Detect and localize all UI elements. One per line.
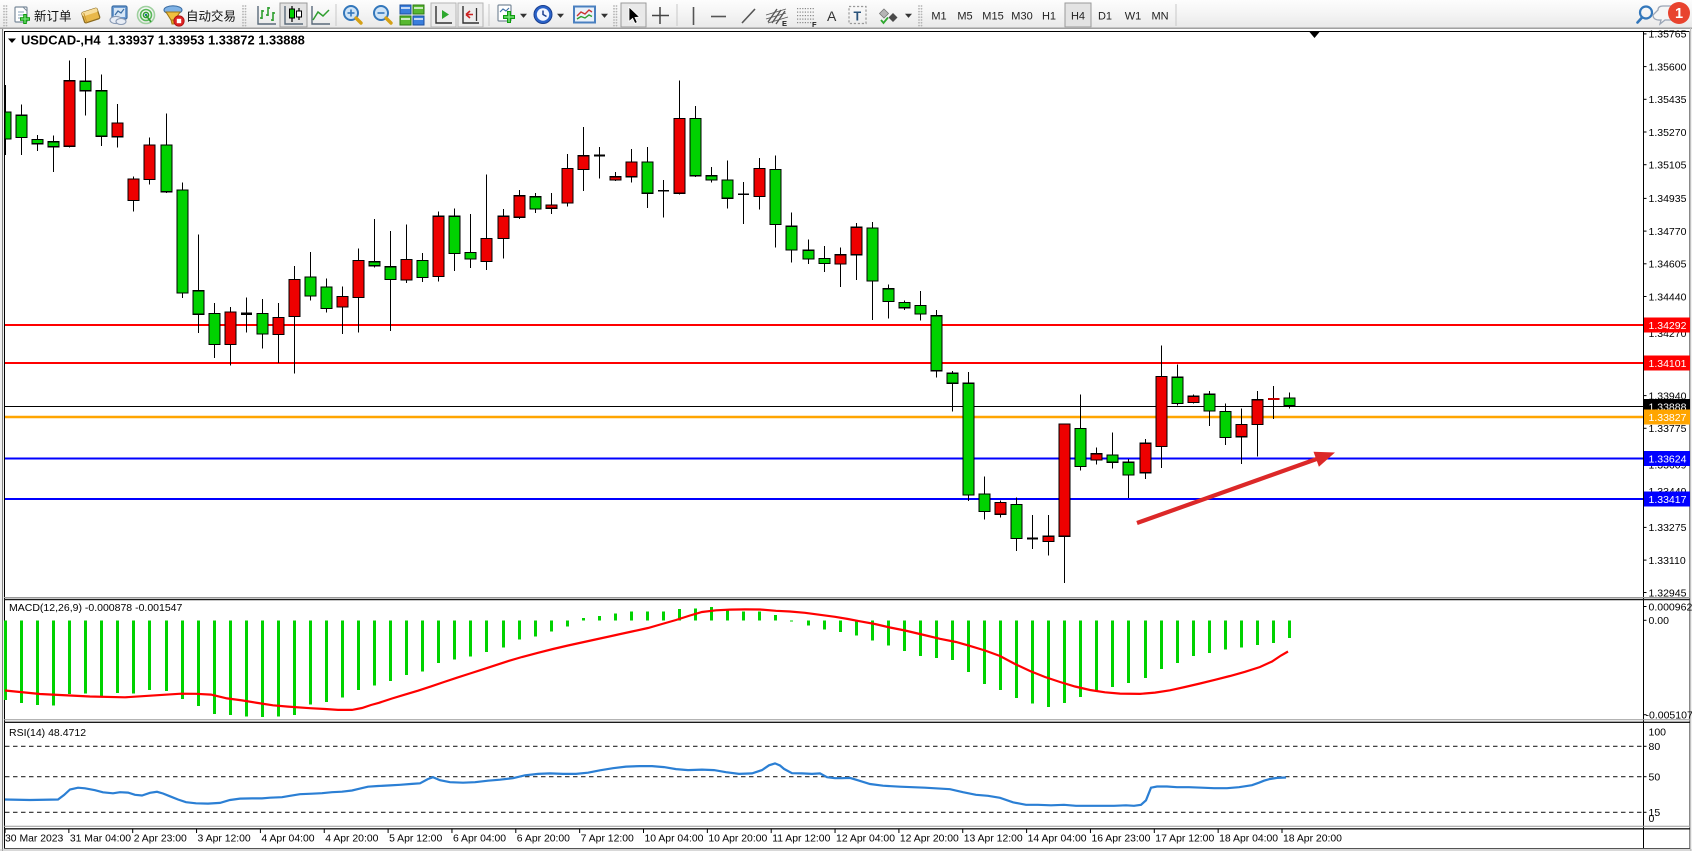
svg-text:1.34440: 1.34440	[1649, 291, 1687, 303]
svg-text:MN: MN	[1151, 11, 1168, 23]
svg-text:1.33827: 1.33827	[1649, 412, 1687, 424]
svg-text:M5: M5	[957, 11, 972, 23]
svg-text:11 Apr 12:00: 11 Apr 12:00	[772, 834, 830, 845]
svg-text:10 Apr 04:00: 10 Apr 04:00	[645, 834, 704, 845]
svg-text:1.33417: 1.33417	[1649, 494, 1687, 506]
svg-text:0: 0	[1649, 813, 1655, 825]
svg-text:1.34770: 1.34770	[1649, 226, 1687, 238]
svg-text:31 Mar 04:00: 31 Mar 04:00	[70, 834, 131, 845]
svg-text:1.34605: 1.34605	[1649, 259, 1687, 271]
svg-text:1.32945: 1.32945	[1649, 587, 1687, 599]
svg-text:E: E	[782, 19, 787, 28]
svg-text:0.000962: 0.000962	[1649, 601, 1692, 613]
svg-text:1.33624: 1.33624	[1649, 453, 1687, 465]
svg-text:13 Apr 12:00: 13 Apr 12:00	[964, 834, 1023, 845]
svg-text:6 Apr 04:00: 6 Apr 04:00	[453, 834, 506, 845]
svg-text:3 Apr 12:00: 3 Apr 12:00	[198, 834, 251, 845]
svg-text:新订单: 新订单	[34, 9, 72, 24]
svg-text:18 Apr 04:00: 18 Apr 04:00	[1219, 834, 1278, 845]
svg-text:M1: M1	[931, 11, 946, 23]
svg-text:4 Apr 04:00: 4 Apr 04:00	[261, 834, 314, 845]
svg-text:-0.005107: -0.005107	[1646, 710, 1692, 722]
svg-text:1.34935: 1.34935	[1649, 193, 1687, 205]
svg-text:6 Apr 20:00: 6 Apr 20:00	[517, 834, 570, 845]
svg-text:RSI(14) 48.4712: RSI(14) 48.4712	[9, 727, 86, 739]
svg-text:0.00: 0.00	[1649, 615, 1670, 627]
svg-text:1.34101: 1.34101	[1649, 358, 1687, 370]
svg-text:MACD(12,26,9) -0.000878 -0.001: MACD(12,26,9) -0.000878 -0.001547	[9, 602, 183, 614]
svg-text:1.35105: 1.35105	[1649, 160, 1687, 172]
svg-text:10 Apr 20:00: 10 Apr 20:00	[708, 834, 767, 845]
svg-text:4 Apr 20:00: 4 Apr 20:00	[325, 834, 378, 845]
svg-text:7 Apr 12:00: 7 Apr 12:00	[581, 834, 634, 845]
svg-text:12 Apr 20:00: 12 Apr 20:00	[900, 834, 959, 845]
svg-text:2 Apr 23:00: 2 Apr 23:00	[134, 834, 187, 845]
svg-text:M30: M30	[1011, 11, 1032, 23]
svg-text:USDCAD-,H4 1.33937 1.33953 1.: USDCAD-,H4 1.33937 1.33953 1.33872 1.338…	[21, 33, 305, 48]
svg-text:W1: W1	[1125, 11, 1142, 23]
svg-text:D1: D1	[1098, 11, 1112, 23]
svg-text:1: 1	[1675, 6, 1683, 22]
svg-text:1.35600: 1.35600	[1649, 61, 1687, 73]
svg-text:12 Apr 04:00: 12 Apr 04:00	[836, 834, 895, 845]
svg-text:80: 80	[1649, 741, 1661, 753]
svg-text:14 Apr 04:00: 14 Apr 04:00	[1028, 834, 1087, 845]
svg-text:M15: M15	[982, 11, 1003, 23]
svg-text:1.35270: 1.35270	[1649, 127, 1687, 139]
svg-text:1.34292: 1.34292	[1649, 320, 1687, 332]
svg-text:30 Mar 2023: 30 Mar 2023	[5, 834, 64, 845]
svg-text:1.33110: 1.33110	[1649, 555, 1686, 567]
svg-text:1.33275: 1.33275	[1649, 522, 1687, 534]
svg-text:1.35435: 1.35435	[1649, 94, 1687, 106]
svg-text:自动交易: 自动交易	[186, 9, 236, 24]
svg-text:1.35765: 1.35765	[1649, 29, 1687, 41]
svg-text:17 Apr 12:00: 17 Apr 12:00	[1155, 834, 1214, 845]
svg-text:F: F	[812, 20, 817, 29]
svg-text:5 Apr 12:00: 5 Apr 12:00	[389, 834, 442, 845]
svg-text:1.33775: 1.33775	[1649, 423, 1687, 435]
svg-text:100: 100	[1649, 726, 1667, 738]
svg-text:T: T	[854, 10, 862, 24]
svg-text:18 Apr 20:00: 18 Apr 20:00	[1283, 834, 1342, 845]
svg-text:50: 50	[1649, 772, 1661, 784]
svg-text:A: A	[827, 8, 837, 24]
svg-text:16 Apr 23:00: 16 Apr 23:00	[1091, 834, 1150, 845]
svg-text:H1: H1	[1042, 11, 1056, 23]
svg-text:H4: H4	[1071, 11, 1085, 23]
